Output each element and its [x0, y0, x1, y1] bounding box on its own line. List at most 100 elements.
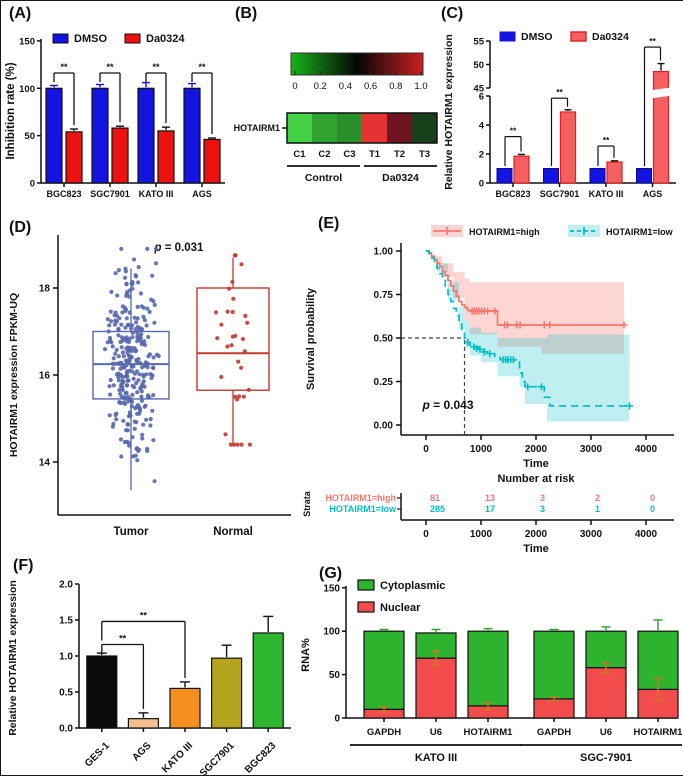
data-point [140, 436, 145, 441]
data-point [122, 439, 127, 445]
axis-break-gap [651, 87, 671, 99]
data-point [114, 319, 119, 324]
legend-label: HOTAIRM1=low [606, 227, 674, 237]
data-point [110, 424, 115, 429]
data-point [219, 374, 224, 380]
bar-da0324 [513, 155, 530, 184]
panel-b: (B) 0 0.2 0.4 0.6 0.8 1.0 HOTAIRM1 C1 C2 C3 T1 T2 T3… [229, 1, 438, 213]
heatmap-cell [362, 113, 387, 143]
bar-nuclear [585, 667, 627, 719]
y-tick-label: 50 [24, 131, 35, 142]
data-point [131, 376, 136, 381]
data-point [127, 336, 132, 341]
chart-a-svg: 0 50 100 150 Inhibition rate (%) DMSO Da0324 **… [5, 33, 225, 199]
group-label: SGC-7901 [580, 752, 632, 764]
data-point [114, 417, 119, 422]
data-point [151, 299, 156, 304]
data-point [136, 356, 141, 362]
bar-da0324 [65, 131, 83, 184]
x-group-label: Normal [213, 526, 253, 538]
data-point [115, 293, 120, 298]
risk-value: 1 [595, 504, 600, 514]
x-tick-label: AGS [130, 740, 153, 763]
data-point [219, 322, 224, 327]
legend-swatch-dmso [499, 31, 516, 42]
risk-value: 285 [430, 504, 445, 514]
data-point [225, 344, 230, 349]
data-point [117, 388, 122, 393]
data-point [141, 372, 146, 377]
sig-label: ** [119, 633, 127, 643]
bar [252, 632, 284, 729]
heatmap-col-label: C1 [293, 149, 306, 160]
data-point [111, 383, 116, 388]
heatmap-cell [412, 113, 437, 143]
data-point [121, 354, 126, 359]
data-point [123, 307, 129, 312]
y-tick-label: 1.5 [59, 616, 73, 627]
risk-value: 3 [540, 504, 545, 514]
y-axis-label: Relative HOTAIRM1 expression [443, 34, 455, 190]
sig-label: ** [140, 610, 148, 620]
data-point [113, 310, 118, 315]
bar-da0324 [111, 127, 129, 184]
data-point [148, 372, 153, 377]
data-point [135, 411, 140, 416]
panel-e: (E) 0.00 0.25 0.50 0.75 1.00 Survival probabi… [296, 213, 682, 558]
y-axis-label: Relative HOTAIRM1 expression [7, 580, 19, 736]
heatmap-row-label: HOTAIRM1 [234, 123, 280, 133]
data-point [137, 372, 142, 377]
data-point [223, 432, 228, 437]
data-point [126, 323, 131, 328]
x-tick-label: 3000 [580, 444, 603, 455]
data-point [122, 364, 127, 369]
x-axis-label: Time [523, 458, 548, 470]
bar-dmso [183, 87, 201, 184]
panel-f: (F) 0.0 0.5 1.0 1.5 2.0 Relative HOTAIRM1 exp… [1, 546, 296, 775]
panel-d: (D) 14 16 18 HOTAIRM1 expression FPKM-UQ p =… [1, 213, 296, 546]
data-point [134, 446, 139, 451]
data-point [239, 262, 244, 267]
data-point [116, 371, 121, 376]
data-point [145, 246, 150, 251]
box [196, 287, 270, 391]
data-point [142, 404, 147, 409]
risk-value: 2 [595, 493, 600, 503]
data-point [119, 322, 124, 327]
risk-row-label: HOTAIRM1=high [325, 493, 396, 503]
colorbar-tick-label: 0.4 [339, 81, 352, 92]
confidence-band [426, 251, 624, 354]
colorbar-tick-label: 0 [292, 81, 297, 92]
data-point [114, 411, 119, 416]
data-point [138, 386, 143, 391]
data-point [127, 368, 132, 373]
y-axis-label: HOTAIRM1 expression FPKM-UQ [8, 293, 20, 457]
data-point [108, 309, 113, 314]
risk-value: 13 [485, 493, 495, 503]
x-tick-label: 2000 [525, 444, 548, 455]
risk-value: 0 [650, 504, 655, 514]
bar-da0324 [157, 130, 175, 184]
panel-c-label: (C) [441, 5, 464, 22]
bar-cytoplasmic [637, 630, 679, 690]
data-point [126, 414, 132, 419]
data-point [154, 261, 159, 266]
y-tick-label: 16 [39, 371, 51, 382]
data-point [230, 309, 235, 315]
risk-value: 3 [540, 493, 545, 503]
data-point [235, 442, 240, 447]
data-point [151, 438, 156, 443]
data-point [138, 291, 143, 296]
data-point [225, 309, 230, 314]
bar-cytoplasmic [467, 630, 509, 707]
y-tick-label: 150 [323, 583, 340, 594]
x-tick-label: BGC823 [46, 189, 81, 199]
data-point [124, 281, 129, 286]
bar-nuclear [533, 698, 575, 719]
data-point [152, 479, 157, 484]
data-point [123, 269, 128, 274]
heatmap-col-label: T3 [419, 149, 430, 160]
y-tick-label: 1.00 [374, 247, 394, 258]
data-point [243, 313, 248, 318]
data-point [144, 323, 149, 328]
